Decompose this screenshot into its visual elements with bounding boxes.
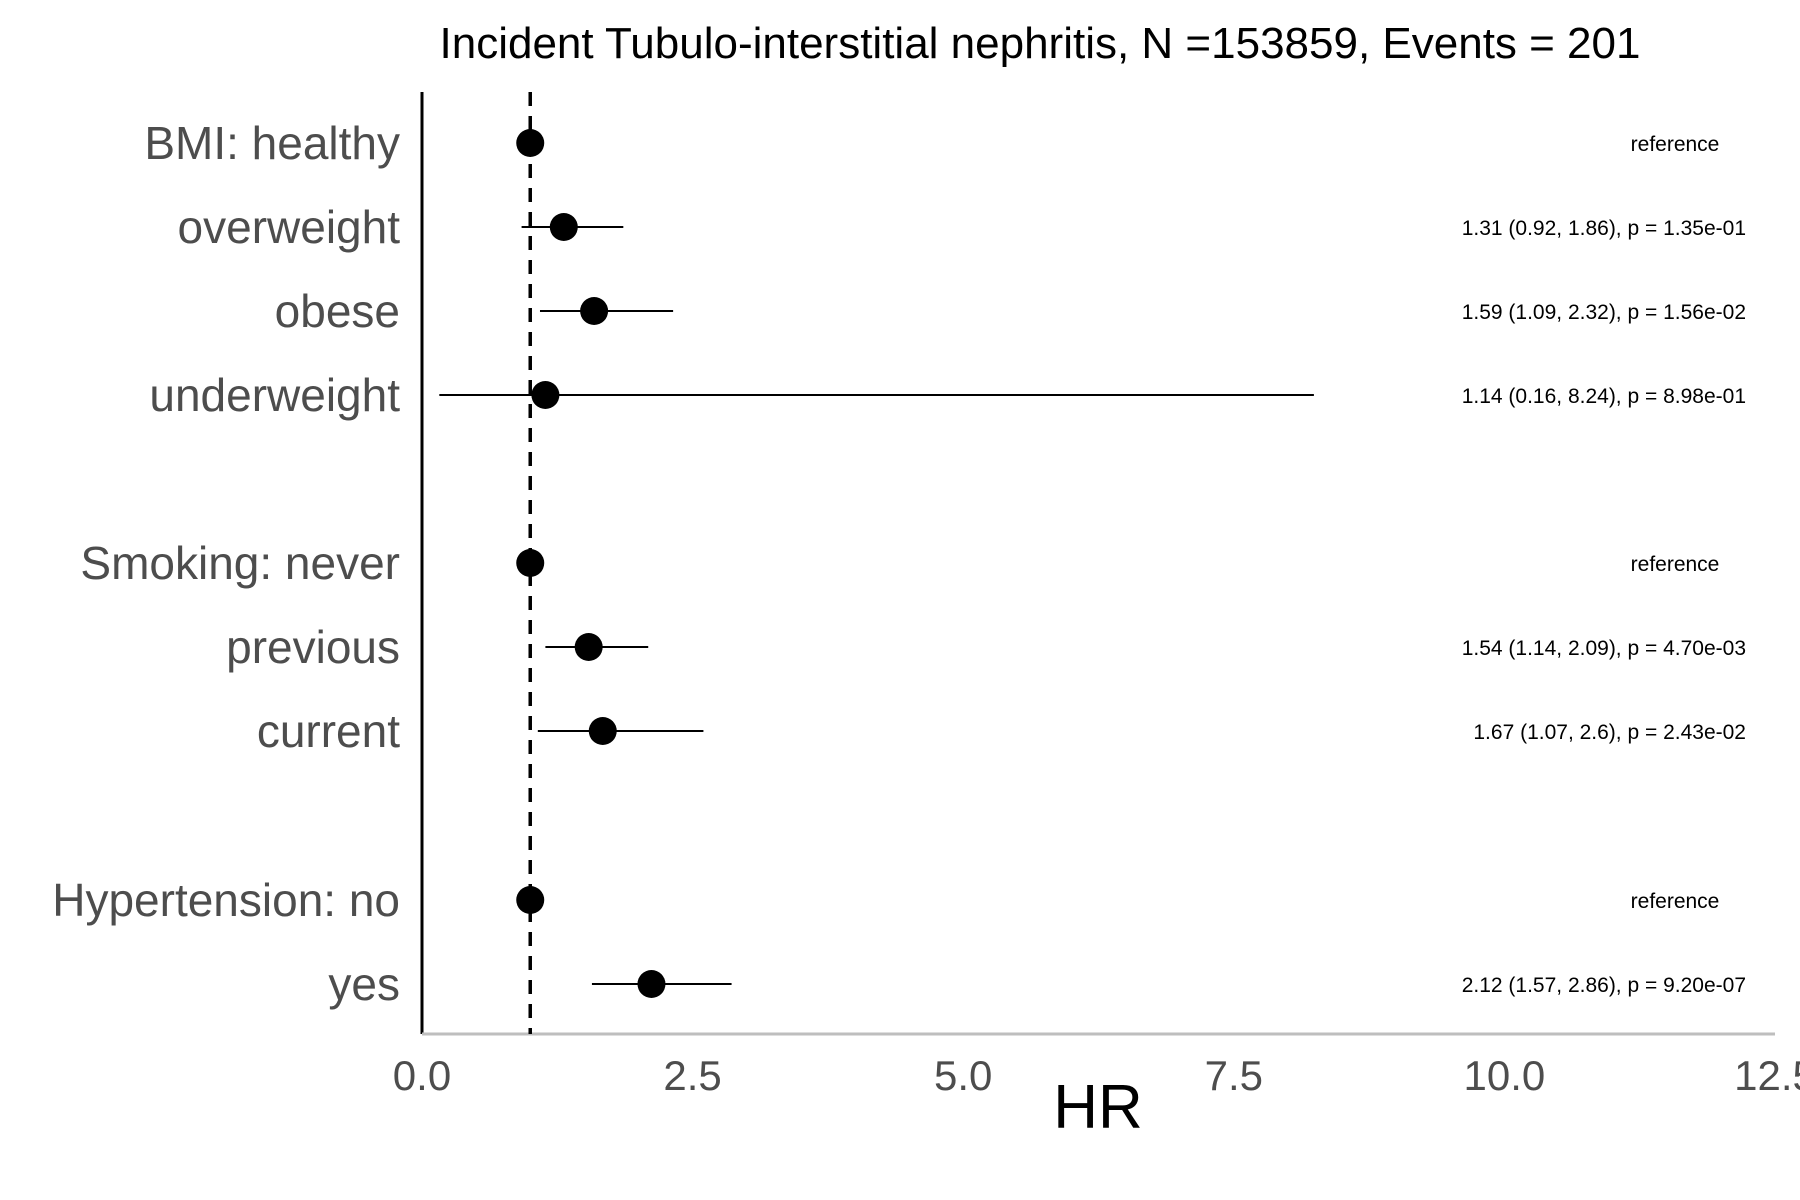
hr-point bbox=[531, 381, 560, 409]
row-label: BMI: healthy bbox=[144, 117, 400, 169]
row-annotation: 1.54 (1.14, 2.09), p = 4.70e-03 bbox=[1462, 637, 1746, 660]
row-label: current bbox=[257, 705, 400, 757]
hr-point bbox=[516, 886, 545, 914]
row-label: Smoking: never bbox=[80, 537, 400, 589]
row-annotation: reference bbox=[1631, 890, 1720, 913]
hr-point bbox=[580, 297, 609, 325]
plot-area: 0.0 2.5 5.0 7.5 10.0 12.5 BMI: healthy referenc… bbox=[52, 92, 1800, 1099]
row-label: obese bbox=[275, 285, 400, 337]
hr-point bbox=[516, 129, 545, 157]
x-tick-label: 7.5 bbox=[1205, 1052, 1263, 1099]
x-tick-label: 5.0 bbox=[934, 1052, 992, 1099]
hr-point bbox=[588, 717, 617, 745]
row-annotation: reference bbox=[1631, 553, 1720, 576]
row-label: previous bbox=[226, 621, 400, 673]
hr-point bbox=[574, 633, 603, 661]
row-annotation: 1.67 (1.07, 2.6), p = 2.43e-02 bbox=[1473, 721, 1746, 744]
row-annotation: 2.12 (1.57, 2.86), p = 9.20e-07 bbox=[1462, 974, 1746, 997]
hr-point bbox=[549, 213, 578, 241]
row-label: Hypertension: no bbox=[52, 874, 400, 926]
row-annotation: 1.59 (1.09, 2.32), p = 1.56e-02 bbox=[1462, 301, 1746, 324]
hr-point bbox=[637, 970, 666, 998]
x-tick-label: 0.0 bbox=[393, 1052, 451, 1099]
row-annotation: 1.31 (0.92, 1.86), p = 1.35e-01 bbox=[1462, 217, 1746, 240]
hr-point bbox=[516, 549, 545, 577]
x-axis-title: HR bbox=[1053, 1073, 1143, 1142]
row-label: yes bbox=[328, 958, 400, 1010]
x-tick-label: 2.5 bbox=[663, 1052, 721, 1099]
row-annotation: reference bbox=[1631, 133, 1720, 156]
x-tick-label: 12.5 bbox=[1734, 1052, 1800, 1099]
row-annotation: 1.14 (0.16, 8.24), p = 8.98e-01 bbox=[1462, 385, 1746, 408]
row-label: underweight bbox=[149, 369, 400, 421]
row-label: overweight bbox=[178, 201, 401, 253]
chart-title: Incident Tubulo-interstitial nephritis, … bbox=[440, 19, 1641, 68]
x-tick-label: 10.0 bbox=[1464, 1052, 1546, 1099]
